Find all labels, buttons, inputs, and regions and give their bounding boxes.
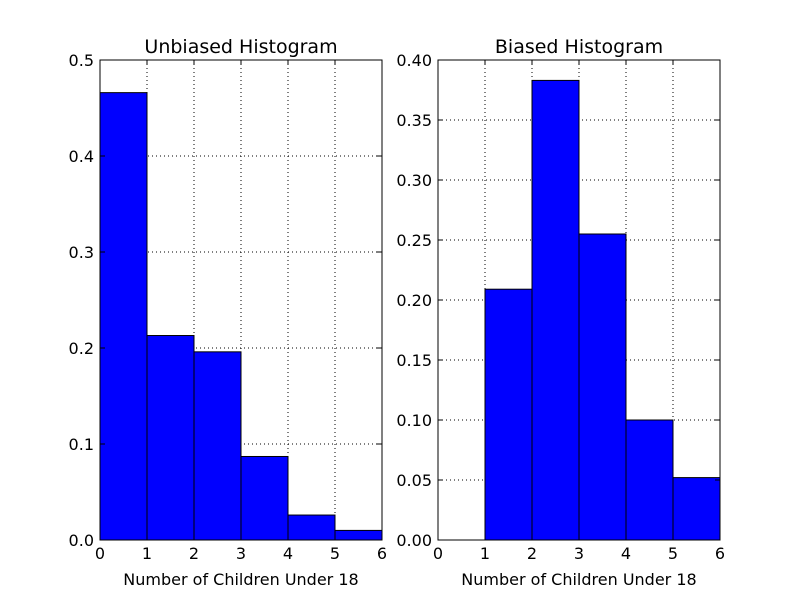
unbiased-y-tick-label: 0.4 xyxy=(69,147,94,166)
unbiased-bar xyxy=(287,514,336,541)
unbiased-y-tick-label: 0.0 xyxy=(69,531,94,550)
biased-y-tick-label: 0.00 xyxy=(396,531,432,550)
biased-y-tick-label: 0.25 xyxy=(396,231,432,250)
biased-y-tick-label: 0.35 xyxy=(396,111,432,130)
unbiased-bar xyxy=(146,335,195,541)
biased-y-tick-label: 0.15 xyxy=(396,351,432,370)
unbiased-bar xyxy=(240,455,289,541)
biased-y-tick-label: 0.30 xyxy=(396,171,432,190)
biased-bar xyxy=(672,477,721,541)
unbiased-x-axis-label: Number of Children Under 18 xyxy=(123,570,358,589)
unbiased-x-tick-label: 4 xyxy=(283,544,293,563)
unbiased-x-tick-label: 2 xyxy=(189,544,199,563)
biased-chart-title: Biased Histogram xyxy=(495,36,663,58)
biased-bar xyxy=(578,233,627,541)
biased-y-tick-label: 0.40 xyxy=(396,51,432,70)
biased-x-tick-label: 3 xyxy=(574,544,584,563)
unbiased-y-tick-label: 0.3 xyxy=(69,243,94,262)
biased-bar xyxy=(625,419,674,541)
biased-bar xyxy=(484,288,533,541)
unbiased-x-tick-label: 1 xyxy=(142,544,152,563)
unbiased-chart-title: Unbiased Histogram xyxy=(144,36,337,58)
unbiased-y-tick-label: 0.1 xyxy=(69,435,94,454)
unbiased-y-tick-label: 0.2 xyxy=(69,339,94,358)
unbiased-x-tick-label: 0 xyxy=(95,544,105,563)
biased-x-tick-label: 1 xyxy=(480,544,490,563)
unbiased-bar xyxy=(334,529,383,541)
unbiased-bar xyxy=(99,92,148,541)
biased-x-axis-label: Number of Children Under 18 xyxy=(461,570,696,589)
biased-x-tick-label: 0 xyxy=(433,544,443,563)
biased-bar xyxy=(531,79,580,541)
unbiased-bar xyxy=(193,351,242,541)
biased-x-tick-label: 5 xyxy=(668,544,678,563)
biased-y-tick-label: 0.20 xyxy=(396,291,432,310)
unbiased-histogram-plot: Unbiased Histogram Number of Children Un… xyxy=(69,36,388,589)
biased-y-tick-label: 0.10 xyxy=(396,411,432,430)
unbiased-x-tick-label: 3 xyxy=(236,544,246,563)
biased-y-tick-label: 0.05 xyxy=(396,471,432,490)
unbiased-y-tick-label: 0.5 xyxy=(69,51,94,70)
biased-x-tick-label: 4 xyxy=(621,544,631,563)
unbiased-x-tick-label: 6 xyxy=(377,544,387,563)
unbiased-x-tick-label: 5 xyxy=(330,544,340,563)
biased-x-tick-label: 2 xyxy=(527,544,537,563)
biased-x-tick-label: 6 xyxy=(715,544,725,563)
biased-histogram-plot: Biased Histogram Number of Children Unde… xyxy=(396,36,725,589)
